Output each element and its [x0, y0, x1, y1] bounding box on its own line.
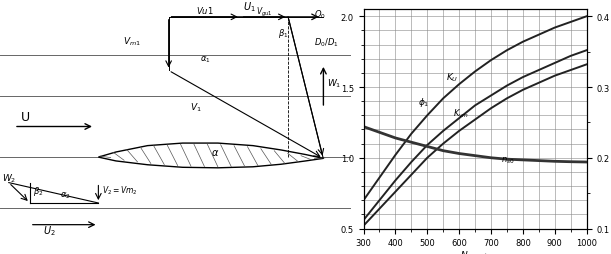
Text: $V_{m1}$: $V_{m1}$ [123, 36, 141, 48]
Text: $K_{vm}$: $K_{vm}$ [453, 107, 469, 119]
Text: $U_2$: $U_2$ [43, 224, 56, 237]
Text: $\phi_1$: $\phi_1$ [418, 96, 429, 108]
Text: $V_2=Vm_2$: $V_2=Vm_2$ [102, 184, 137, 197]
Text: $\alpha_2$: $\alpha_2$ [60, 190, 70, 200]
Text: $n_{s0}$: $n_{s0}$ [500, 155, 514, 165]
Text: $\alpha$: $\alpha$ [211, 147, 219, 157]
Text: $Vu1$: $Vu1$ [196, 5, 213, 16]
Text: $\alpha_1$: $\alpha_1$ [200, 54, 211, 65]
Text: $V_{gu1}$: $V_{gu1}$ [256, 5, 273, 19]
Text: $W_1$: $W_1$ [327, 77, 341, 89]
X-axis label: $N_s$ $\longrightarrow$: $N_s$ $\longrightarrow$ [460, 249, 490, 254]
Polygon shape [98, 144, 323, 168]
Text: $D_0/D_1$: $D_0/D_1$ [315, 37, 339, 49]
Text: U: U [21, 111, 30, 124]
Text: $V_1$: $V_1$ [190, 101, 202, 113]
Text: $W_2$: $W_2$ [2, 171, 16, 184]
Text: $K_U$: $K_U$ [447, 72, 459, 84]
Text: $U_1$: $U_1$ [243, 0, 256, 14]
Text: $\beta_2$: $\beta_2$ [34, 184, 44, 197]
Text: $Q_0$: $Q_0$ [315, 8, 326, 21]
Text: $\beta_1$: $\beta_1$ [277, 27, 288, 40]
